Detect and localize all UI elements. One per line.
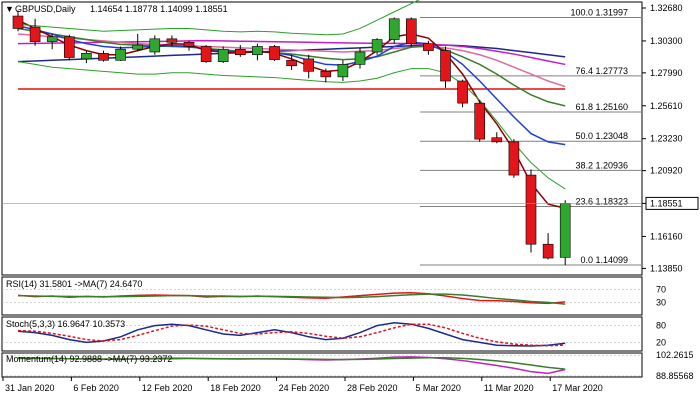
moving-average-line (17, 61, 566, 190)
moving-average-line (17, 33, 566, 88)
candle-body (320, 71, 332, 78)
date-tick-label: 18 Feb 2020 (210, 383, 261, 393)
date-tick-label: 11 Mar 2020 (484, 383, 534, 393)
symbol-dropdown-icon[interactable]: ▼ (5, 4, 14, 14)
current-price-box (645, 196, 699, 210)
candle-body (46, 36, 58, 42)
candle-body (183, 41, 195, 47)
candle-body (423, 43, 434, 51)
chart-ohlc: 1.14654 1.18778 1.14099 1.18551 (90, 4, 228, 14)
candle-body (64, 36, 75, 58)
candle-body (440, 50, 451, 82)
chart-symbol: GBPUSD,Daily (15, 4, 76, 14)
stoch-series-line (17, 323, 566, 347)
rsi-level-label: 70 (656, 285, 666, 295)
candle-body (303, 58, 315, 72)
candle-body (405, 18, 417, 44)
candle-body (235, 48, 246, 56)
candle-body (474, 102, 486, 140)
rsi-title: RSI(14) 31.5801 ->MA(7) 24.6470 (6, 279, 142, 289)
candle-body (388, 18, 400, 40)
date-tick-label: 28 Feb 2020 (347, 383, 398, 393)
candle-body (12, 15, 24, 29)
momentum-series-line (18, 357, 566, 370)
candle-body (542, 243, 554, 259)
momentum-level-label: 102.2615 (656, 350, 694, 360)
rsi-level-label: 30 (656, 297, 666, 307)
date-tick-label: 24 Feb 2020 (279, 383, 330, 393)
price-axis: 1.32680 1.30300 1.27990 1.25610 1.23230 1.209… (2, 3, 699, 273)
price-tick-label: 1.30300 (650, 36, 683, 46)
date-axis: 31 Jan 2020 6 Feb 2020 12 Feb 2020 18 Feb 2… (2, 377, 603, 393)
candle-body (217, 48, 229, 62)
fib-label: 50.0 1.23048 (575, 131, 628, 141)
stoch-level-label: 80 (656, 321, 666, 331)
fib-label: 23.6 1.18323 (575, 197, 628, 207)
price-tick-label: 1.13850 (650, 263, 683, 273)
candle-body (525, 174, 537, 245)
stoch-level-label: 20 (656, 337, 666, 347)
price-tick-label: 1.25610 (650, 101, 683, 111)
stoch-title: Stoch(5,3,3) 16.9647 10.3573 (6, 319, 125, 329)
price-tick-label: 1.16160 (650, 231, 683, 241)
fib-label: 61.8 1.25160 (575, 102, 628, 112)
stoch-series-line (17, 322, 566, 347)
date-tick-label: 12 Feb 2020 (142, 383, 193, 393)
candle-body (559, 203, 571, 258)
price-tick-label: 1.23230 (650, 134, 683, 144)
momentum-title: Momentum(14) 92.9888 ->MA(7) 93.2372 (6, 354, 172, 364)
momentum-indicator: 102.2615 88.85568 (2, 350, 694, 381)
stochastic-indicator: 80 20 (2, 321, 666, 347)
fib-label: 76.4 1.27773 (575, 66, 628, 76)
candle-body (371, 39, 383, 53)
candle-body (491, 137, 503, 143)
date-tick-label: 6 Feb 2020 (73, 383, 119, 393)
rsi-series-line (17, 293, 566, 305)
candle-body (149, 38, 161, 53)
date-tick-label: 31 Jan 2020 (5, 383, 55, 393)
moving-average-line (17, 0, 420, 36)
candle-body (252, 46, 263, 56)
price-tick-label: 1.18551 (650, 198, 683, 208)
candle-body (286, 59, 297, 67)
price-tick-label: 1.27990 (650, 68, 683, 78)
candlesticks (12, 10, 571, 265)
candle-body (166, 38, 178, 43)
price-tick-label: 1.32680 (650, 3, 683, 13)
candle-body (132, 44, 143, 50)
candle-body (508, 141, 520, 176)
fib-label: 0.0 1.14099 (580, 255, 628, 265)
date-tick-label: 17 Mar 2020 (552, 383, 603, 393)
fib-label: 100.0 1.31997 (570, 7, 628, 17)
candle-body (200, 46, 212, 62)
candle-body (98, 53, 109, 61)
candle-body (337, 64, 349, 78)
moving-average-line (17, 39, 566, 66)
moving-average-line (17, 27, 566, 107)
candle-body (29, 26, 41, 42)
price-tick-label: 1.20920 (650, 166, 683, 176)
candle-body (457, 80, 468, 104)
candle-body (269, 46, 280, 60)
candle-body (354, 51, 366, 65)
candle-body (81, 53, 92, 60)
candle-body (115, 48, 126, 61)
momentum-level-label: 88.85568 (656, 371, 694, 381)
fib-label: 38.2 1.20936 (575, 160, 628, 170)
date-tick-label: 5 Mar 2020 (415, 383, 461, 393)
